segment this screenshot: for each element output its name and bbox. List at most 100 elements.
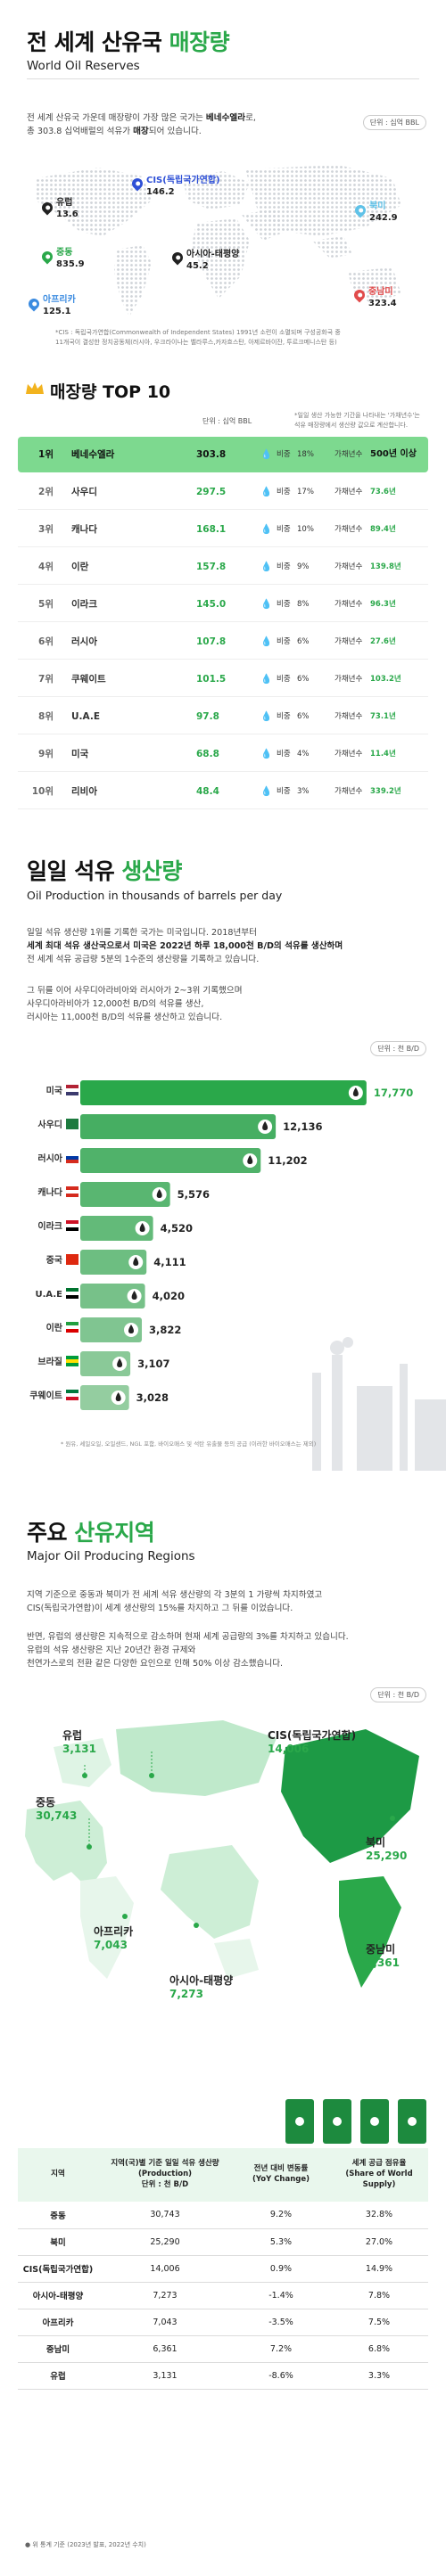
map-ap-value: 7,273 [169, 1988, 203, 2000]
flag-icon [66, 1186, 78, 1190]
flag-icon [66, 1397, 78, 1400]
label-na-name: 북미 [369, 201, 386, 211]
rank-value: 48.4 [196, 786, 219, 797]
rank-share-prefix: 비중 [277, 750, 291, 759]
label-cis: CIS(독립국가연합) 146.2 [146, 176, 220, 198]
rank-years-prefix: 가채년수 [334, 675, 363, 684]
regions-title-green: 산유지역 [74, 1520, 155, 1546]
rank-years-prefix: 가채년수 [334, 450, 363, 459]
map-africa-name: 아프리카 [94, 1925, 134, 1938]
regions-paragraph-2: 반면, 유럽의 생산량은 지속적으로 감소하며 현재 세계 공급량의 3%를 차… [27, 1631, 349, 1671]
label-me-name: 중동 [56, 248, 73, 258]
bar-value-label: 4,111 [153, 1256, 186, 1268]
rank-country: 러시아 [71, 636, 97, 647]
reg-p2-l3: 천연가스로의 전환 같은 다양한 요인으로 인해 50% 이상 감소했습니다. [27, 1658, 284, 1669]
table-cell-yoy: -8.6% [232, 2362, 330, 2390]
rank-value: 168.1 [196, 524, 227, 535]
prod-p1-l1: 일일 석유 생산량 1위를 기록한 국가는 미국입니다. 2018년부터 [27, 928, 257, 938]
production-bar-chart: 미국 17,770 사우디 12,136 러시아 11,202 캐나다 5,576 이라크 4,5… [29, 1080, 413, 1410]
bar-value-label: 17,770 [374, 1087, 413, 1099]
rank-number: 10위 [31, 786, 54, 797]
reg-p2-l2: 유럽의 석유 생산량은 지난 20년간 환경 규제와 [27, 1645, 196, 1655]
bar-row: 캐나다 5,576 [37, 1182, 210, 1207]
rank-value: 107.8 [196, 636, 227, 647]
table-cell-production: 3,131 [98, 2362, 232, 2390]
rank-number: 2위 [38, 487, 54, 497]
map-me-value: 30,743 [36, 1809, 78, 1822]
table-cell-share: 14.9% [330, 2255, 428, 2283]
top10-row: 5위 이라크 145.0 💧 비중 8% 가채년수 96.3년 [18, 587, 428, 622]
rank-years: 96.3년 [370, 600, 396, 609]
map-na-name: 북미 [366, 1836, 386, 1849]
rank-share-prefix: 비중 [277, 675, 291, 684]
intro-mid: 로, [245, 113, 256, 123]
top10-list: 1위 베네수엘라 303.8 💧 비중 18% 가채년수 500년 이상 2위 사우디 297.5 💧… [0, 437, 446, 811]
bar [80, 1148, 261, 1173]
map-me-name: 중동 [36, 1796, 56, 1809]
th-region: 지역 [51, 2170, 65, 2179]
rank-years-prefix: 가채년수 [334, 750, 363, 759]
label-la-value: 323.4 [368, 298, 397, 308]
oil-drop-icon: 💧 [260, 711, 273, 722]
flag-icon [66, 1156, 78, 1160]
rank-years: 139.8년 [370, 562, 401, 571]
production-title-green: 생산량 [121, 858, 182, 884]
rank-country: U.A.E [71, 711, 100, 722]
table-cell-share: 32.8% [330, 2202, 428, 2229]
flag-icon [66, 1363, 78, 1366]
label-me-value: 835.9 [56, 258, 85, 269]
reserves-footnote: *CIS : 독립국가연합(Commonwealth of Independen… [55, 329, 341, 347]
bar [80, 1250, 147, 1275]
bar [80, 1317, 143, 1342]
table-body: 중동 30,743 9.2% 32.8% 북미 25,290 5.3% 27.0% CIS(독립… [18, 2202, 428, 2390]
map-label-north-america: 북미 25,290 [366, 1836, 407, 1863]
rank-number: 8위 [38, 711, 54, 722]
label-ap-value: 45.2 [186, 260, 209, 271]
oil-drop-icon: 💧 [260, 786, 273, 797]
regions-unit: 단위 : 천 B/D [370, 1687, 426, 1702]
rank-share: 17% [297, 488, 314, 496]
rank-number: 5위 [38, 599, 54, 610]
rank-years: 11.4년 [370, 750, 396, 759]
top10-note-line1: *일일 생산 가능한 기간을 나타내는 '가채년수'는 [294, 412, 420, 419]
production-unit: 단위 : 천 B/D [370, 1041, 426, 1056]
intro-end: 되어 있습니다. [148, 126, 202, 136]
flag-icon [66, 1085, 78, 1088]
regions-title: 주요 산유지역 [27, 1515, 155, 1547]
rank-value: 97.8 [196, 711, 219, 722]
rank-share: 18% [297, 450, 314, 459]
table-cell-yoy: 5.3% [232, 2228, 330, 2256]
map-na-value: 25,290 [366, 1850, 408, 1862]
label-africa: 아프리카 125.1 [43, 295, 76, 317]
oil-drop-icon: 💧 [260, 636, 273, 647]
label-africa-name: 아프리카 [43, 295, 76, 305]
flag-icon [66, 1160, 78, 1163]
rank-share: 8% [297, 600, 310, 609]
bar-row: 중국 4,111 [46, 1250, 186, 1275]
production-subtitle: Oil Production in thousands of barrels p… [27, 889, 283, 902]
reg-p2-l1: 반면, 유럽의 생산량은 지속적으로 감소하며 현재 세계 공급량의 3%를 차… [27, 1632, 349, 1642]
table-cell-share: 3.3% [330, 2362, 428, 2390]
rank-share-prefix: 비중 [277, 488, 291, 496]
flag-icon [66, 1292, 78, 1295]
regions-map [25, 1720, 419, 1988]
table-cell-production: 30,743 [98, 2202, 232, 2229]
factory-illustration [312, 1337, 446, 1471]
oil-drop-glyph [133, 1257, 139, 1266]
map-la-name: 중남미 [366, 1943, 396, 1956]
prod-p2-l1: 그 뒤를 이어 사우디아라비아와 러시아가 2~3위 기록했으며 [27, 986, 243, 996]
flag-icon [66, 1322, 78, 1325]
reserves-intro: 전 세계 산유국 가운데 매장량이 가장 많은 국가는 베네수엘라로, 총 30… [27, 112, 256, 139]
oil-drop-glyph [262, 1121, 268, 1130]
rank-years-prefix: 가채년수 [334, 787, 363, 796]
rank-value: 145.0 [196, 599, 227, 610]
crown-icon [25, 381, 45, 396]
label-africa-value: 125.1 [43, 306, 71, 316]
map-label-europe: 유럽 3,131 [62, 1729, 96, 1756]
table-cell-production: 25,290 [98, 2228, 232, 2256]
intro-bold-1: 베네수엘라 [205, 113, 246, 123]
reserves-subtitle: World Oil Reserves [27, 59, 140, 73]
map-label-middle-east: 중동 30,743 [36, 1796, 77, 1823]
reg-p1-l2: CIS(독립국가연합)이 세계 생산량의 15%를 차지하고 그 뒤를 이었습니… [27, 1603, 293, 1613]
map-europe-name: 유럽 [62, 1729, 83, 1742]
